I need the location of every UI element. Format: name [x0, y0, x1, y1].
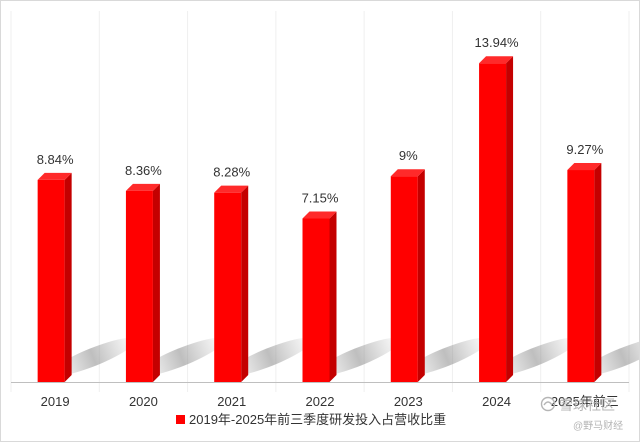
bar-2024 — [479, 56, 514, 382]
bar-shadow — [403, 337, 490, 377]
bar-side — [241, 185, 249, 382]
bar-2019 — [37, 172, 72, 382]
watermark: 雪球社区 @野马财经 — [540, 396, 623, 432]
x-tick-label: 2023 — [394, 394, 423, 409]
bar-front — [479, 63, 507, 382]
bar-top — [567, 163, 602, 171]
watermark-sub: @野马财经 — [573, 419, 623, 432]
legend-label: 2019年-2025年前三季度研发投入占营收比重 — [189, 412, 446, 427]
bar-shadows — [50, 337, 639, 377]
bar-shadow — [226, 337, 313, 377]
bar-side — [417, 169, 425, 382]
bar-side — [152, 183, 160, 382]
bar-2023 — [390, 169, 425, 382]
bar-shadow — [580, 337, 639, 377]
data-label: 9.27% — [566, 142, 603, 157]
bar-side — [329, 211, 337, 382]
bar-top — [479, 56, 514, 64]
x-tick-labels: 2019 2020 2021 2022 2023 2024 2025年前三 — [41, 394, 619, 409]
bar-front — [302, 218, 330, 382]
data-labels: 8.84% 8.36% 8.28% 7.15% 9% 13.94% 9.27% — [37, 35, 604, 205]
bar-side — [64, 172, 72, 382]
bar-front — [125, 190, 153, 382]
bar-2020 — [125, 183, 160, 382]
category-separators — [10, 11, 630, 392]
x-tick-label: 2019 — [41, 394, 70, 409]
data-label: 8.28% — [213, 165, 250, 180]
bar-side — [594, 163, 602, 382]
bar-2021 — [214, 185, 249, 382]
watermark-logo-icon — [540, 396, 556, 412]
bars — [37, 56, 602, 382]
bar-shadow — [50, 337, 136, 377]
data-label: 13.94% — [475, 35, 520, 50]
x-tick-label: 2021 — [217, 394, 246, 409]
bar-top — [37, 172, 72, 180]
x-tick-label: 2022 — [306, 394, 335, 409]
bar-side — [506, 56, 514, 382]
data-label: 8.36% — [125, 163, 162, 178]
bar-front — [390, 176, 418, 382]
bar-top — [125, 183, 160, 191]
legend: 2019年-2025年前三季度研发投入占营收比重 — [176, 412, 446, 427]
bar-top — [214, 185, 249, 193]
bar-front — [567, 170, 595, 382]
data-label: 9% — [399, 148, 418, 163]
data-label: 8.84% — [37, 152, 74, 167]
bar-shadow — [315, 337, 401, 377]
watermark-main: 雪球社区 — [559, 397, 615, 413]
bar-2025年前三 — [567, 163, 602, 382]
bar-top — [390, 169, 425, 177]
x-tick-label: 2025年前三 — [551, 394, 619, 409]
bar-shadow — [491, 337, 578, 377]
data-label: 7.15% — [302, 191, 339, 206]
bar-front — [214, 192, 242, 382]
bar-2022 — [302, 211, 337, 382]
x-tick-label: 2020 — [129, 394, 158, 409]
legend-swatch — [176, 415, 185, 424]
x-tick-label: 2024 — [482, 394, 511, 409]
bar-front — [37, 179, 65, 382]
bar-top — [302, 211, 337, 219]
bar-shadow — [138, 337, 225, 377]
